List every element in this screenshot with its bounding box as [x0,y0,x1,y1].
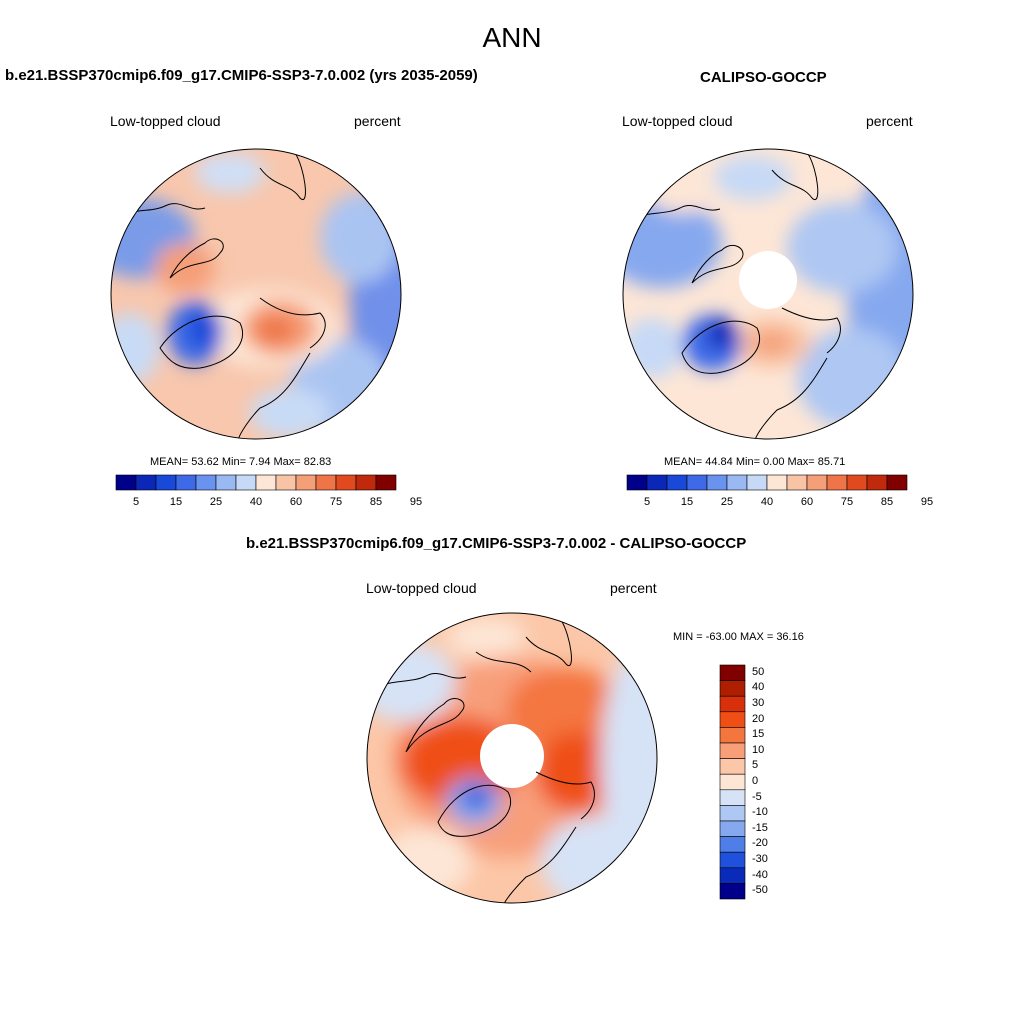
colorbar-tick-label: 60 [800,496,814,508]
panel-1-title: b.e21.BSSP370cmip6.f09_g17.CMIP6-SSP3-7.… [5,67,478,84]
colorbar-tick-label: 85 [880,496,894,508]
panel-2-colorbar [626,474,908,491]
colorbar-tick-label: 30 [752,697,765,709]
colorbar-tick-label: 75 [329,496,343,508]
colorbar-tick-label: 15 [752,728,765,741]
colorbar-swatch [235,474,257,491]
colorbar-swatch [719,727,746,744]
colorbar-swatch [726,474,748,491]
colorbar-tick-label: 95 [409,496,423,508]
colorbar-swatch [315,474,337,491]
colorbar-tick-label: -20 [752,837,768,850]
colorbar-swatch [195,474,217,491]
colorbar-swatch [746,474,768,491]
panel-1-stats: MEAN= 53.62 Min= 7.94 Max= 82.83 [150,456,332,468]
colorbar-swatch [706,474,728,491]
colorbar-swatch [719,851,746,869]
panel-3-stats: MIN = -63.00 MAX = 36.16 [673,631,804,643]
colorbar-swatch [115,474,137,491]
colorbar-tick-label: 50 [752,665,765,678]
figure-title: ANN [482,22,542,53]
panel-1-colorbar [115,474,397,491]
colorbar-swatch [806,474,828,491]
colorbar-tick-label: 60 [289,496,303,508]
colorbar-tick-label: 95 [920,496,934,508]
colorbar-tick-label: 75 [840,496,854,508]
panel-1-units-label: percent [354,113,401,129]
colorbar-swatch [215,474,237,491]
colorbar-tick-label: -10 [752,806,768,819]
colorbar-swatch [719,680,746,697]
colorbar-tick-label: -50 [752,884,768,897]
colorbar-tick-label: -30 [752,853,768,865]
panel-2-title: CALIPSO-GOCCP [700,69,827,86]
panel-1-polar-map [110,148,402,440]
colorbar-swatch [686,474,708,491]
colorbar-swatch [886,474,908,491]
colorbar-swatch [719,883,746,900]
colorbar-tick-label: 15 [680,496,694,508]
panel-2-variable-label: Low-topped cloud [622,113,733,129]
colorbar-tick-label: 40 [760,496,774,508]
colorbar-tick-label: 5 [643,496,651,508]
panel-2-stats: MEAN= 44.84 Min= 0.00 Max= 85.71 [664,456,846,468]
colorbar-tick-label: 25 [720,496,734,508]
colorbar-tick-label: 5 [752,759,759,772]
colorbar-swatch [135,474,157,491]
colorbar-swatch [719,805,746,822]
colorbar-swatch [719,695,746,713]
colorbar-tick-label: 40 [752,681,765,694]
colorbar-swatch [719,664,746,681]
colorbar-swatch [295,474,317,491]
panel-3-units-label: percent [610,580,657,596]
colorbar-swatch [719,820,746,837]
colorbar-swatch [719,867,746,884]
colorbar-swatch [666,474,688,491]
colorbar-tick-label: -5 [752,790,762,803]
colorbar-swatch [255,474,277,491]
colorbar-swatch [355,474,377,491]
colorbar-swatch [719,773,746,791]
colorbar-swatch [719,789,746,806]
colorbar-tick-label: 85 [369,496,383,508]
colorbar-swatch [335,474,357,491]
colorbar-swatch [826,474,848,491]
colorbar-tick-label: 0 [752,775,759,787]
colorbar-tick-label: 10 [752,743,765,756]
colorbar-swatch [719,758,746,775]
colorbar-tick-label: 15 [169,496,183,508]
colorbar-swatch [155,474,177,491]
colorbar-swatch [786,474,808,491]
colorbar-swatch [766,474,788,491]
panel-2-units-label: percent [866,113,913,129]
panel-3-title: b.e21.BSSP370cmip6.f09_g17.CMIP6-SSP3-7.… [246,535,747,552]
colorbar-swatch [646,474,668,491]
panel-1-variable-label: Low-topped cloud [110,113,221,129]
colorbar-tick-label: 25 [209,496,223,508]
colorbar-swatch [375,474,397,491]
colorbar-swatch [719,742,746,759]
panel-2-polar-map [622,148,914,440]
colorbar-swatch [275,474,297,491]
colorbar-swatch [866,474,888,491]
colorbar-swatch [719,836,746,853]
colorbar-swatch [626,474,648,491]
colorbar-swatch [719,711,746,728]
panel-3-variable-label: Low-topped cloud [366,580,477,596]
colorbar-tick-label: -15 [752,821,768,834]
colorbar-swatch [175,474,197,491]
colorbar-tick-label: 5 [132,496,140,508]
colorbar-tick-label: -40 [752,868,768,881]
colorbar-tick-label: 40 [249,496,263,508]
colorbar-tick-label: 20 [752,712,765,725]
colorbar-swatch [846,474,868,491]
panel-3-colorbar [719,664,746,900]
panel-3-polar-difference-map [366,612,658,904]
